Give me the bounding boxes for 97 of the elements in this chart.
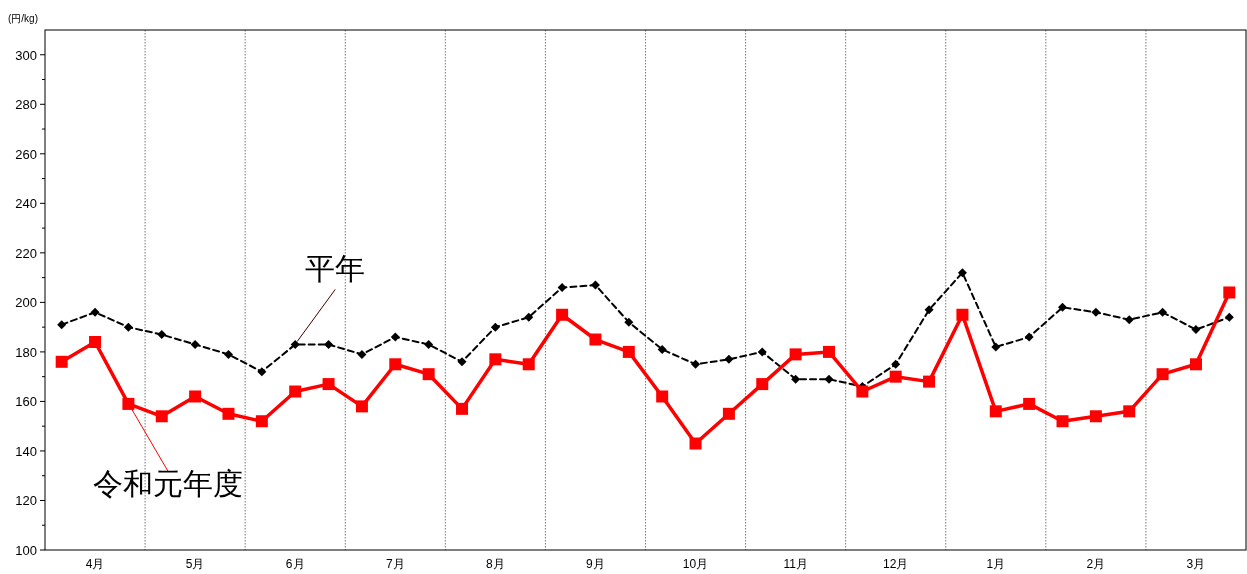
point (1091, 307, 1101, 317)
point (222, 407, 235, 420)
point (657, 344, 667, 354)
point (923, 375, 936, 388)
point (991, 342, 1001, 352)
x-tick-label: 8月 (486, 557, 505, 571)
point (456, 402, 469, 415)
point (457, 357, 467, 367)
point (791, 374, 801, 384)
point (90, 307, 100, 317)
point (590, 280, 600, 290)
point (1024, 332, 1034, 342)
point (1223, 286, 1236, 299)
point (89, 336, 102, 348)
point (1158, 307, 1168, 317)
x-tick-label: 7月 (385, 557, 405, 571)
x-tick-label: 4月 (85, 557, 105, 571)
point (1089, 410, 1102, 423)
point (891, 359, 901, 369)
point (424, 339, 434, 349)
y-tick-label: 200 (15, 295, 37, 311)
point (889, 370, 902, 383)
x-tick-label: 11月 (783, 557, 808, 571)
point (757, 347, 767, 357)
point (324, 339, 334, 349)
y-tick-label: 280 (15, 97, 37, 113)
y-tick-label: 120 (15, 493, 37, 509)
point (624, 317, 634, 327)
x-tick-label: 3月 (1186, 557, 1206, 571)
y-tick-label: 260 (15, 146, 37, 162)
point (856, 385, 869, 398)
point (756, 378, 769, 391)
y-tick-label: 240 (15, 196, 37, 212)
point (724, 354, 734, 364)
point (1058, 302, 1068, 312)
point (1124, 315, 1134, 325)
point (322, 378, 335, 391)
y-tick-label: 100 (15, 543, 37, 558)
point (355, 400, 368, 413)
point (989, 405, 1002, 418)
x-tick-label: 9月 (586, 557, 605, 571)
point (1189, 358, 1202, 371)
point (691, 359, 701, 369)
point (255, 415, 268, 428)
point (157, 330, 167, 340)
point (422, 368, 435, 381)
point (589, 333, 602, 346)
point (190, 339, 200, 349)
point (522, 358, 535, 371)
y-tick-label: 300 (15, 47, 37, 63)
y-tick-label: 220 (15, 245, 37, 261)
point (155, 410, 168, 423)
y-axis-title: (円/kg) (8, 13, 38, 24)
y-tick-label: 140 (15, 443, 37, 459)
point (57, 320, 67, 330)
point (1156, 368, 1169, 381)
x-tick-label: 2月 (1086, 557, 1106, 571)
point (1224, 312, 1234, 322)
point (289, 385, 302, 398)
point (257, 367, 267, 377)
point (389, 358, 402, 371)
point (622, 345, 635, 358)
point (1056, 415, 1069, 428)
point (1123, 405, 1136, 418)
point (957, 268, 967, 278)
point (524, 312, 534, 322)
point (722, 407, 735, 420)
point (223, 349, 233, 359)
y-tick-label: 180 (15, 344, 37, 360)
x-tick-label: 1月 (986, 557, 1006, 571)
point (656, 390, 669, 403)
point (390, 332, 400, 342)
y-tick-label: 160 (15, 394, 37, 410)
point (557, 283, 567, 293)
x-tick-label: 12月 (883, 557, 909, 571)
legend-label: 令和元年度 (93, 466, 244, 500)
point (1191, 325, 1201, 335)
point (956, 308, 969, 321)
point (489, 353, 502, 366)
point (689, 437, 702, 450)
point (123, 322, 133, 332)
point (290, 339, 300, 349)
point (1023, 397, 1036, 410)
point (55, 355, 68, 368)
series-label: 平年 (305, 252, 366, 286)
point (824, 374, 834, 384)
x-tick-label: 6月 (285, 557, 305, 571)
point (789, 348, 802, 361)
x-tick-label: 10月 (682, 557, 709, 571)
x-tick-label: 5月 (185, 557, 205, 571)
point (556, 308, 569, 321)
point (122, 397, 135, 410)
point (822, 345, 835, 358)
point (357, 349, 367, 359)
point (189, 390, 202, 403)
point (924, 305, 934, 315)
point (490, 322, 500, 332)
